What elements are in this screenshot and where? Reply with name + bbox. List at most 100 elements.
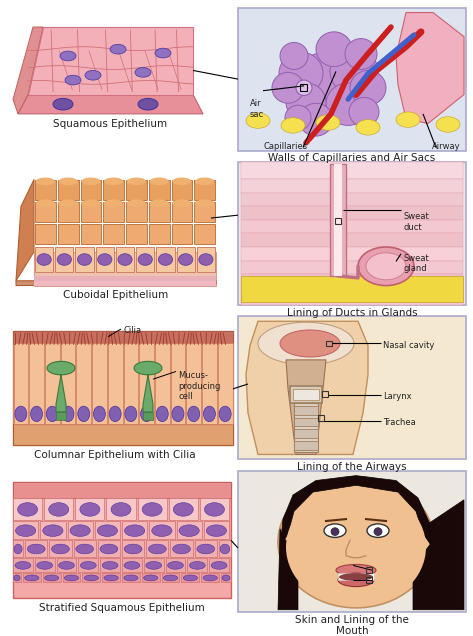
Ellipse shape	[146, 562, 162, 569]
Ellipse shape	[140, 406, 153, 422]
Bar	[318, 415, 324, 420]
Bar	[13, 558, 33, 572]
Ellipse shape	[125, 406, 137, 422]
Bar	[149, 181, 169, 200]
Ellipse shape	[100, 544, 118, 554]
Bar	[13, 521, 38, 539]
Polygon shape	[134, 361, 162, 412]
Bar	[322, 391, 328, 396]
Bar	[102, 573, 120, 582]
Polygon shape	[246, 321, 368, 455]
Ellipse shape	[27, 544, 45, 554]
Ellipse shape	[124, 544, 142, 554]
Bar	[96, 247, 114, 272]
Ellipse shape	[124, 562, 140, 569]
Bar	[61, 343, 75, 424]
Text: Skin and Lining of the
Mouth: Skin and Lining of the Mouth	[295, 614, 409, 636]
Bar	[34, 276, 216, 280]
Bar	[366, 577, 372, 583]
Bar	[29, 343, 44, 424]
Bar	[176, 247, 195, 272]
Bar	[35, 224, 56, 244]
Circle shape	[316, 32, 352, 67]
Bar	[34, 280, 216, 286]
Text: Air
sac: Air sac	[250, 99, 264, 119]
Bar	[122, 558, 142, 572]
Bar	[197, 247, 215, 272]
Bar	[194, 181, 215, 200]
Ellipse shape	[220, 544, 230, 554]
Text: Airway: Airway	[432, 142, 461, 151]
Ellipse shape	[189, 562, 205, 569]
Ellipse shape	[173, 502, 193, 516]
Bar	[103, 181, 124, 200]
Bar	[294, 406, 318, 415]
Bar	[68, 521, 93, 539]
Ellipse shape	[338, 573, 374, 586]
Polygon shape	[13, 27, 43, 114]
Ellipse shape	[149, 544, 166, 554]
Bar	[241, 207, 463, 220]
Bar	[294, 429, 318, 438]
Circle shape	[330, 48, 378, 95]
Bar	[80, 202, 101, 222]
Text: Columnar Epithelium with Cilia: Columnar Epithelium with Cilia	[34, 450, 196, 460]
Ellipse shape	[57, 254, 71, 265]
Polygon shape	[16, 179, 34, 280]
Ellipse shape	[104, 177, 123, 185]
Polygon shape	[280, 476, 433, 548]
Bar	[34, 252, 216, 286]
Ellipse shape	[246, 113, 270, 128]
Circle shape	[299, 103, 333, 136]
Bar	[169, 498, 198, 520]
Bar	[202, 343, 217, 424]
Ellipse shape	[149, 177, 169, 185]
Ellipse shape	[358, 247, 414, 286]
Bar	[201, 573, 219, 582]
Bar	[62, 573, 80, 582]
Ellipse shape	[278, 476, 434, 608]
Bar	[143, 412, 153, 420]
Ellipse shape	[53, 99, 73, 110]
Bar	[92, 343, 107, 424]
Bar	[238, 317, 466, 459]
Ellipse shape	[78, 406, 90, 422]
Ellipse shape	[36, 177, 55, 185]
Bar	[294, 441, 318, 450]
Bar	[57, 558, 77, 572]
Bar	[126, 181, 147, 200]
Ellipse shape	[102, 562, 118, 569]
Text: Walls of Capillaries and Air Sacs: Walls of Capillaries and Air Sacs	[268, 153, 436, 163]
Bar	[326, 341, 332, 347]
Ellipse shape	[144, 575, 158, 581]
Bar	[209, 558, 229, 572]
Bar	[241, 179, 463, 193]
Ellipse shape	[334, 584, 378, 604]
Text: Lining of the Airways: Lining of the Airways	[297, 462, 407, 472]
Ellipse shape	[156, 406, 168, 422]
Bar	[13, 424, 233, 445]
Ellipse shape	[142, 502, 162, 516]
Ellipse shape	[163, 575, 178, 581]
Bar	[35, 247, 53, 272]
Bar	[55, 247, 73, 272]
Ellipse shape	[94, 406, 105, 422]
Bar	[221, 573, 231, 582]
Ellipse shape	[15, 562, 31, 569]
Ellipse shape	[135, 67, 151, 77]
Bar	[166, 558, 185, 572]
Bar	[170, 541, 193, 556]
Ellipse shape	[98, 254, 112, 265]
Ellipse shape	[81, 200, 100, 207]
Ellipse shape	[167, 562, 184, 569]
Ellipse shape	[356, 120, 380, 135]
Ellipse shape	[179, 254, 193, 265]
Bar	[204, 521, 229, 539]
Bar	[58, 181, 79, 200]
Bar	[45, 343, 60, 424]
Ellipse shape	[60, 51, 76, 61]
Bar	[122, 521, 147, 539]
Circle shape	[272, 73, 304, 103]
Circle shape	[279, 52, 323, 95]
Bar	[76, 247, 94, 272]
